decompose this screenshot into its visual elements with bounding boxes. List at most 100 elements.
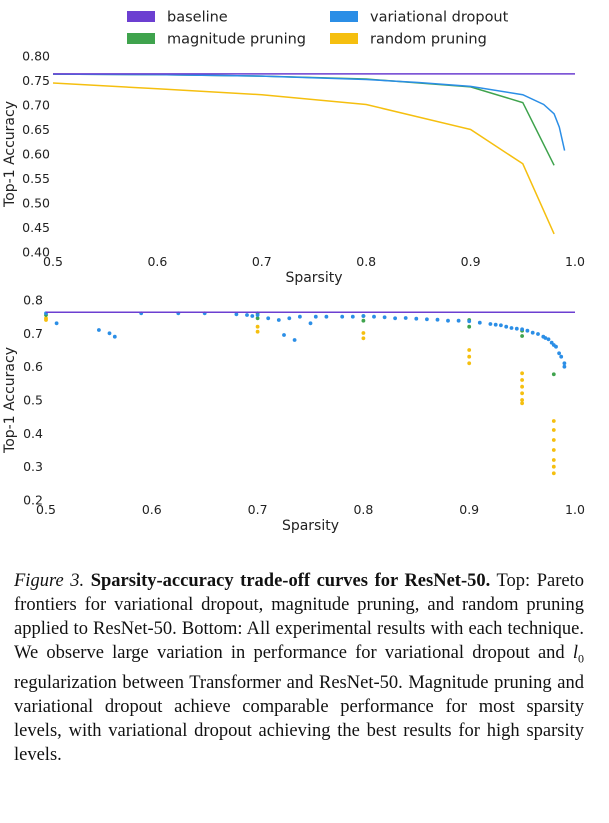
bottom-chart-point-magnitude-pruning — [361, 318, 366, 323]
caption-math-sub: 0 — [578, 651, 584, 666]
bottom-chart-point-variational-dropout — [530, 330, 535, 335]
bottom-chart-point-variational-dropout — [54, 321, 59, 326]
caption-math-l0: l0 — [572, 643, 584, 666]
top-chart-ytick-label: 0.60 — [22, 147, 50, 162]
legend-label-variational-dropout: variational dropout — [370, 10, 509, 26]
caption-math-var: l — [572, 643, 578, 663]
top-chart-ytick-label: 0.70 — [22, 98, 50, 113]
bottom-chart-point-variational-dropout — [504, 324, 509, 329]
bottom-chart-point-magnitude-pruning — [520, 334, 524, 338]
bottom-chart-ytick-label: 0.3 — [23, 459, 43, 474]
bottom-chart-ytick-label: 0.4 — [23, 426, 43, 441]
bottom-chart-y-axis-title: Top-1 Accuracy — [2, 347, 18, 454]
bottom-chart-xtick-label: 0.9 — [459, 502, 479, 517]
bottom-chart-point-random-pruning — [551, 448, 556, 452]
bottom-chart-x-axis-title: Sparsity — [282, 518, 339, 534]
bottom-chart-point-random-pruning — [361, 336, 366, 341]
bottom-chart-point-random-pruning — [551, 471, 556, 476]
bottom-chart-point-magnitude-pruning — [551, 372, 556, 377]
bottom-chart-xtick-label: 0.6 — [142, 502, 162, 517]
bottom-chart-point-variational-dropout — [350, 314, 355, 319]
top-chart-ytick-label: 0.40 — [22, 245, 50, 260]
top-chart-ytick-label: 0.75 — [22, 73, 50, 88]
bottom-chart-point-random-pruning — [467, 361, 472, 366]
bottom-chart-point-variational-dropout — [403, 316, 408, 320]
bottom-chart-ytick-label: 0.5 — [23, 393, 43, 408]
bottom-chart-point-random-pruning — [520, 401, 524, 406]
bottom-chart-point-variational-dropout — [562, 361, 567, 366]
legend-item-random-pruning: random pruning — [330, 32, 487, 48]
bottom-chart-point-variational-dropout — [234, 312, 239, 317]
top-chart-y-axis-title: Top-1 Accuracy — [2, 101, 18, 208]
bottom-chart-point-variational-dropout — [425, 317, 429, 322]
caption-label: Figure 3. — [14, 571, 85, 591]
top-chart-line-variational-dropout — [52, 73, 566, 151]
legend-item-magnitude-pruning: magnitude pruning — [127, 32, 306, 48]
bottom-chart-point-variational-dropout — [554, 344, 558, 349]
top-chart-xtick-label: 0.5 — [43, 254, 63, 269]
legend-item-baseline: baseline — [127, 10, 228, 26]
top-chart-xtick-label: 0.6 — [147, 254, 167, 269]
legend-swatch-magnitude-pruning — [127, 33, 155, 44]
bottom-chart-point-variational-dropout — [509, 326, 514, 330]
bottom-chart-point-variational-dropout — [282, 333, 286, 337]
bottom-chart-point-variational-dropout — [298, 314, 302, 319]
legend-label-magnitude-pruning: magnitude pruning — [167, 32, 306, 48]
bottom-chart-xtick-label: 0.7 — [248, 502, 268, 517]
bottom-chart-xtick-label: 1.0 — [565, 502, 585, 517]
bottom-chart-point-magnitude-pruning — [255, 316, 260, 321]
legend-label-baseline: baseline — [167, 10, 228, 26]
bottom-chart-point-variational-dropout — [467, 319, 472, 324]
bottom-chart-ytick-label: 0.8 — [23, 293, 43, 308]
caption-title: Sparsity-accuracy trade-off curves for R… — [90, 571, 491, 591]
bottom-chart-point-variational-dropout — [112, 334, 117, 339]
top-chart-xtick-label: 0.7 — [252, 254, 272, 269]
bottom-chart-point-variational-dropout — [525, 328, 530, 333]
bottom-chart-point-variational-dropout — [340, 314, 345, 319]
bottom-chart-ytick-label: 0.6 — [23, 359, 43, 374]
bottom-chart-ytick-label: 0.2 — [23, 493, 43, 508]
bottom-chart-point-variational-dropout — [514, 326, 519, 331]
top-chart-xtick-label: 1.0 — [565, 254, 585, 269]
top-chart-line-random-pruning — [52, 82, 555, 235]
top-chart-x-axis-title: Sparsity — [285, 270, 342, 286]
bottom-chart-point-variational-dropout — [245, 313, 249, 317]
legend-swatch-baseline — [127, 11, 155, 22]
bottom-chart-point-variational-dropout — [382, 315, 387, 320]
bottom-chart-point-variational-dropout — [287, 316, 292, 321]
bottom-chart-point-variational-dropout — [308, 321, 313, 326]
caption-body-part1: Top: Pareto frontiers for variational dr… — [14, 571, 585, 663]
bottom-chart-point-variational-dropout — [493, 322, 498, 327]
top-chart-ytick-label: 0.65 — [22, 122, 50, 137]
bottom-chart-point-random-pruning — [551, 438, 556, 442]
bottom-chart-point-variational-dropout — [266, 316, 271, 321]
bottom-chart-point-variational-dropout — [324, 314, 329, 319]
bottom-chart-point-variational-dropout — [456, 318, 461, 323]
bottom-chart-point-variational-dropout — [546, 337, 551, 342]
bottom-chart-point-variational-dropout — [107, 331, 112, 336]
bottom-chart-point-random-pruning — [44, 318, 48, 322]
top-chart-ytick-label: 0.55 — [22, 171, 50, 186]
bottom-chart-point-variational-dropout — [562, 364, 567, 369]
bottom-chart-point-random-pruning — [520, 384, 524, 389]
bottom-chart-point-variational-dropout — [97, 328, 101, 332]
bottom-chart-point-variational-dropout — [543, 336, 548, 340]
legend-item-variational-dropout: variational dropout — [330, 10, 509, 26]
legend: baseline variational dropout magnitude pru… — [127, 10, 509, 48]
bottom-chart-point-random-pruning — [520, 378, 524, 382]
bottom-chart-point-variational-dropout — [499, 323, 503, 328]
bottom-chart-point-variational-dropout — [557, 351, 561, 356]
figure-svg: baseline variational dropout magnitude pru… — [2, 10, 585, 535]
legend-label-random-pruning: random pruning — [370, 32, 487, 48]
figure: baseline variational dropout magnitude pru… — [2, 10, 585, 535]
bottom-chart-point-variational-dropout — [250, 314, 255, 318]
bottom-chart-point-random-pruning — [551, 428, 556, 432]
bottom-chart-point-variational-dropout — [292, 338, 297, 342]
bottom-chart-point-variational-dropout — [372, 314, 376, 319]
bottom-chart-point-variational-dropout — [361, 314, 366, 318]
bottom-chart-point-variational-dropout — [255, 313, 260, 317]
bottom-chart-all-results: 0.5 0.6 0.7 0.8 0.9 1.0 0.2 0.3 0.4 0.5 0.6 0.7 0.8 S… — [2, 293, 585, 535]
bottom-chart-point-variational-dropout — [446, 318, 450, 323]
top-chart-xtick-label: 0.9 — [461, 254, 481, 269]
figure-caption: Figure 3. Sparsity-accuracy trade-off cu… — [14, 569, 584, 767]
